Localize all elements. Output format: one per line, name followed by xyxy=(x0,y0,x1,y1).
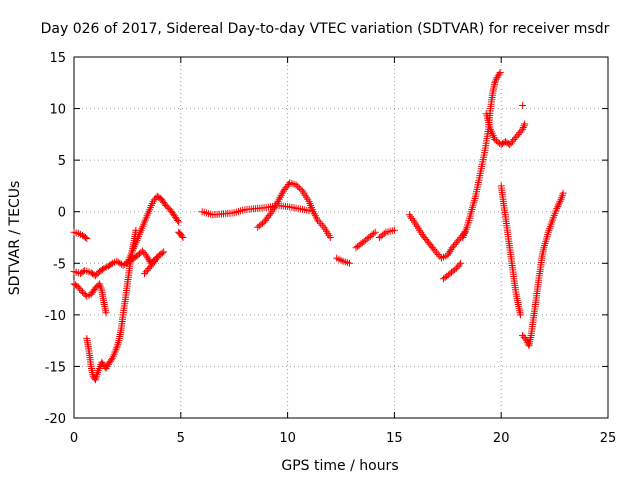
plus-markers xyxy=(405,211,469,262)
y-tick-label: -10 xyxy=(45,309,66,324)
data-segment xyxy=(440,259,465,283)
x-tick-label: 5 xyxy=(177,431,185,446)
data-segment xyxy=(352,228,379,252)
x-tick-label: 20 xyxy=(493,431,510,446)
axis-ticks: 0 5 10 15 20 25 -20 -15 -10 -5 0 5 10 15 xyxy=(45,51,617,446)
plus-markers xyxy=(141,254,161,278)
data-segment xyxy=(375,226,398,241)
plus-markers xyxy=(123,192,183,267)
data-segment xyxy=(333,254,353,267)
chart-title: Day 026 of 2017, Sidereal Day-to-day VTE… xyxy=(41,21,610,37)
data-series xyxy=(70,69,567,384)
x-tick-label: 15 xyxy=(386,431,403,446)
data-segment xyxy=(519,189,567,350)
data-segment xyxy=(70,280,110,317)
data-segment xyxy=(198,202,313,219)
y-tick-label: 5 xyxy=(58,154,66,169)
plus-markers xyxy=(70,280,110,317)
plus-markers xyxy=(175,228,187,241)
y-axis-title: SDTVAR / TECUs xyxy=(7,181,23,296)
y-tick-label: -5 xyxy=(53,257,66,272)
y-tick-label: 10 xyxy=(49,103,66,118)
data-segment xyxy=(405,211,469,262)
data-segment xyxy=(70,228,91,242)
plot-area xyxy=(73,56,609,419)
data-segment xyxy=(83,226,140,384)
x-tick-label: 10 xyxy=(279,431,296,446)
plus-markers xyxy=(375,226,398,241)
plus-markers xyxy=(440,259,465,283)
plus-markers xyxy=(459,69,504,241)
plus-markers xyxy=(482,110,529,149)
plus-markers xyxy=(70,228,91,242)
data-segment xyxy=(459,69,504,241)
data-segment xyxy=(482,110,529,149)
x-axis-title: GPS time / hours xyxy=(281,458,398,474)
data-segment xyxy=(254,179,334,241)
y-tick-label: -15 xyxy=(45,360,66,375)
y-tick-label: 15 xyxy=(49,51,66,66)
y-tick-label: 0 xyxy=(58,206,66,221)
grid xyxy=(74,57,608,418)
plus-markers xyxy=(497,182,524,319)
data-segment xyxy=(519,102,527,109)
plus-markers xyxy=(254,179,334,241)
x-tick-label: 0 xyxy=(70,431,78,446)
plus-markers xyxy=(352,228,379,252)
x-tick-label: 25 xyxy=(600,431,617,446)
data-segment xyxy=(123,192,183,267)
plus-markers xyxy=(198,202,313,219)
plus-markers xyxy=(519,189,567,350)
plus-markers xyxy=(333,254,353,267)
data-segment xyxy=(175,228,187,241)
plus-markers xyxy=(519,102,527,109)
plus-markers xyxy=(83,226,140,384)
data-segment xyxy=(497,182,524,319)
y-tick-label: -20 xyxy=(45,412,66,427)
data-segment xyxy=(141,254,161,278)
